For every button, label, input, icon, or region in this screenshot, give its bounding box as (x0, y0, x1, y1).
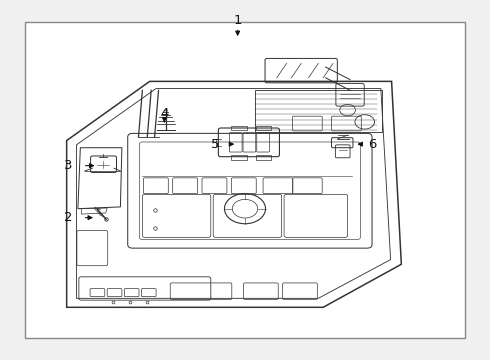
Text: 2: 2 (64, 211, 73, 224)
Bar (25, 22, 465, 338)
Text: 1: 1 (233, 14, 242, 27)
Text: 5: 5 (211, 138, 220, 150)
Text: 3: 3 (64, 159, 73, 172)
Text: 6: 6 (368, 138, 376, 150)
Text: 4: 4 (160, 107, 169, 120)
